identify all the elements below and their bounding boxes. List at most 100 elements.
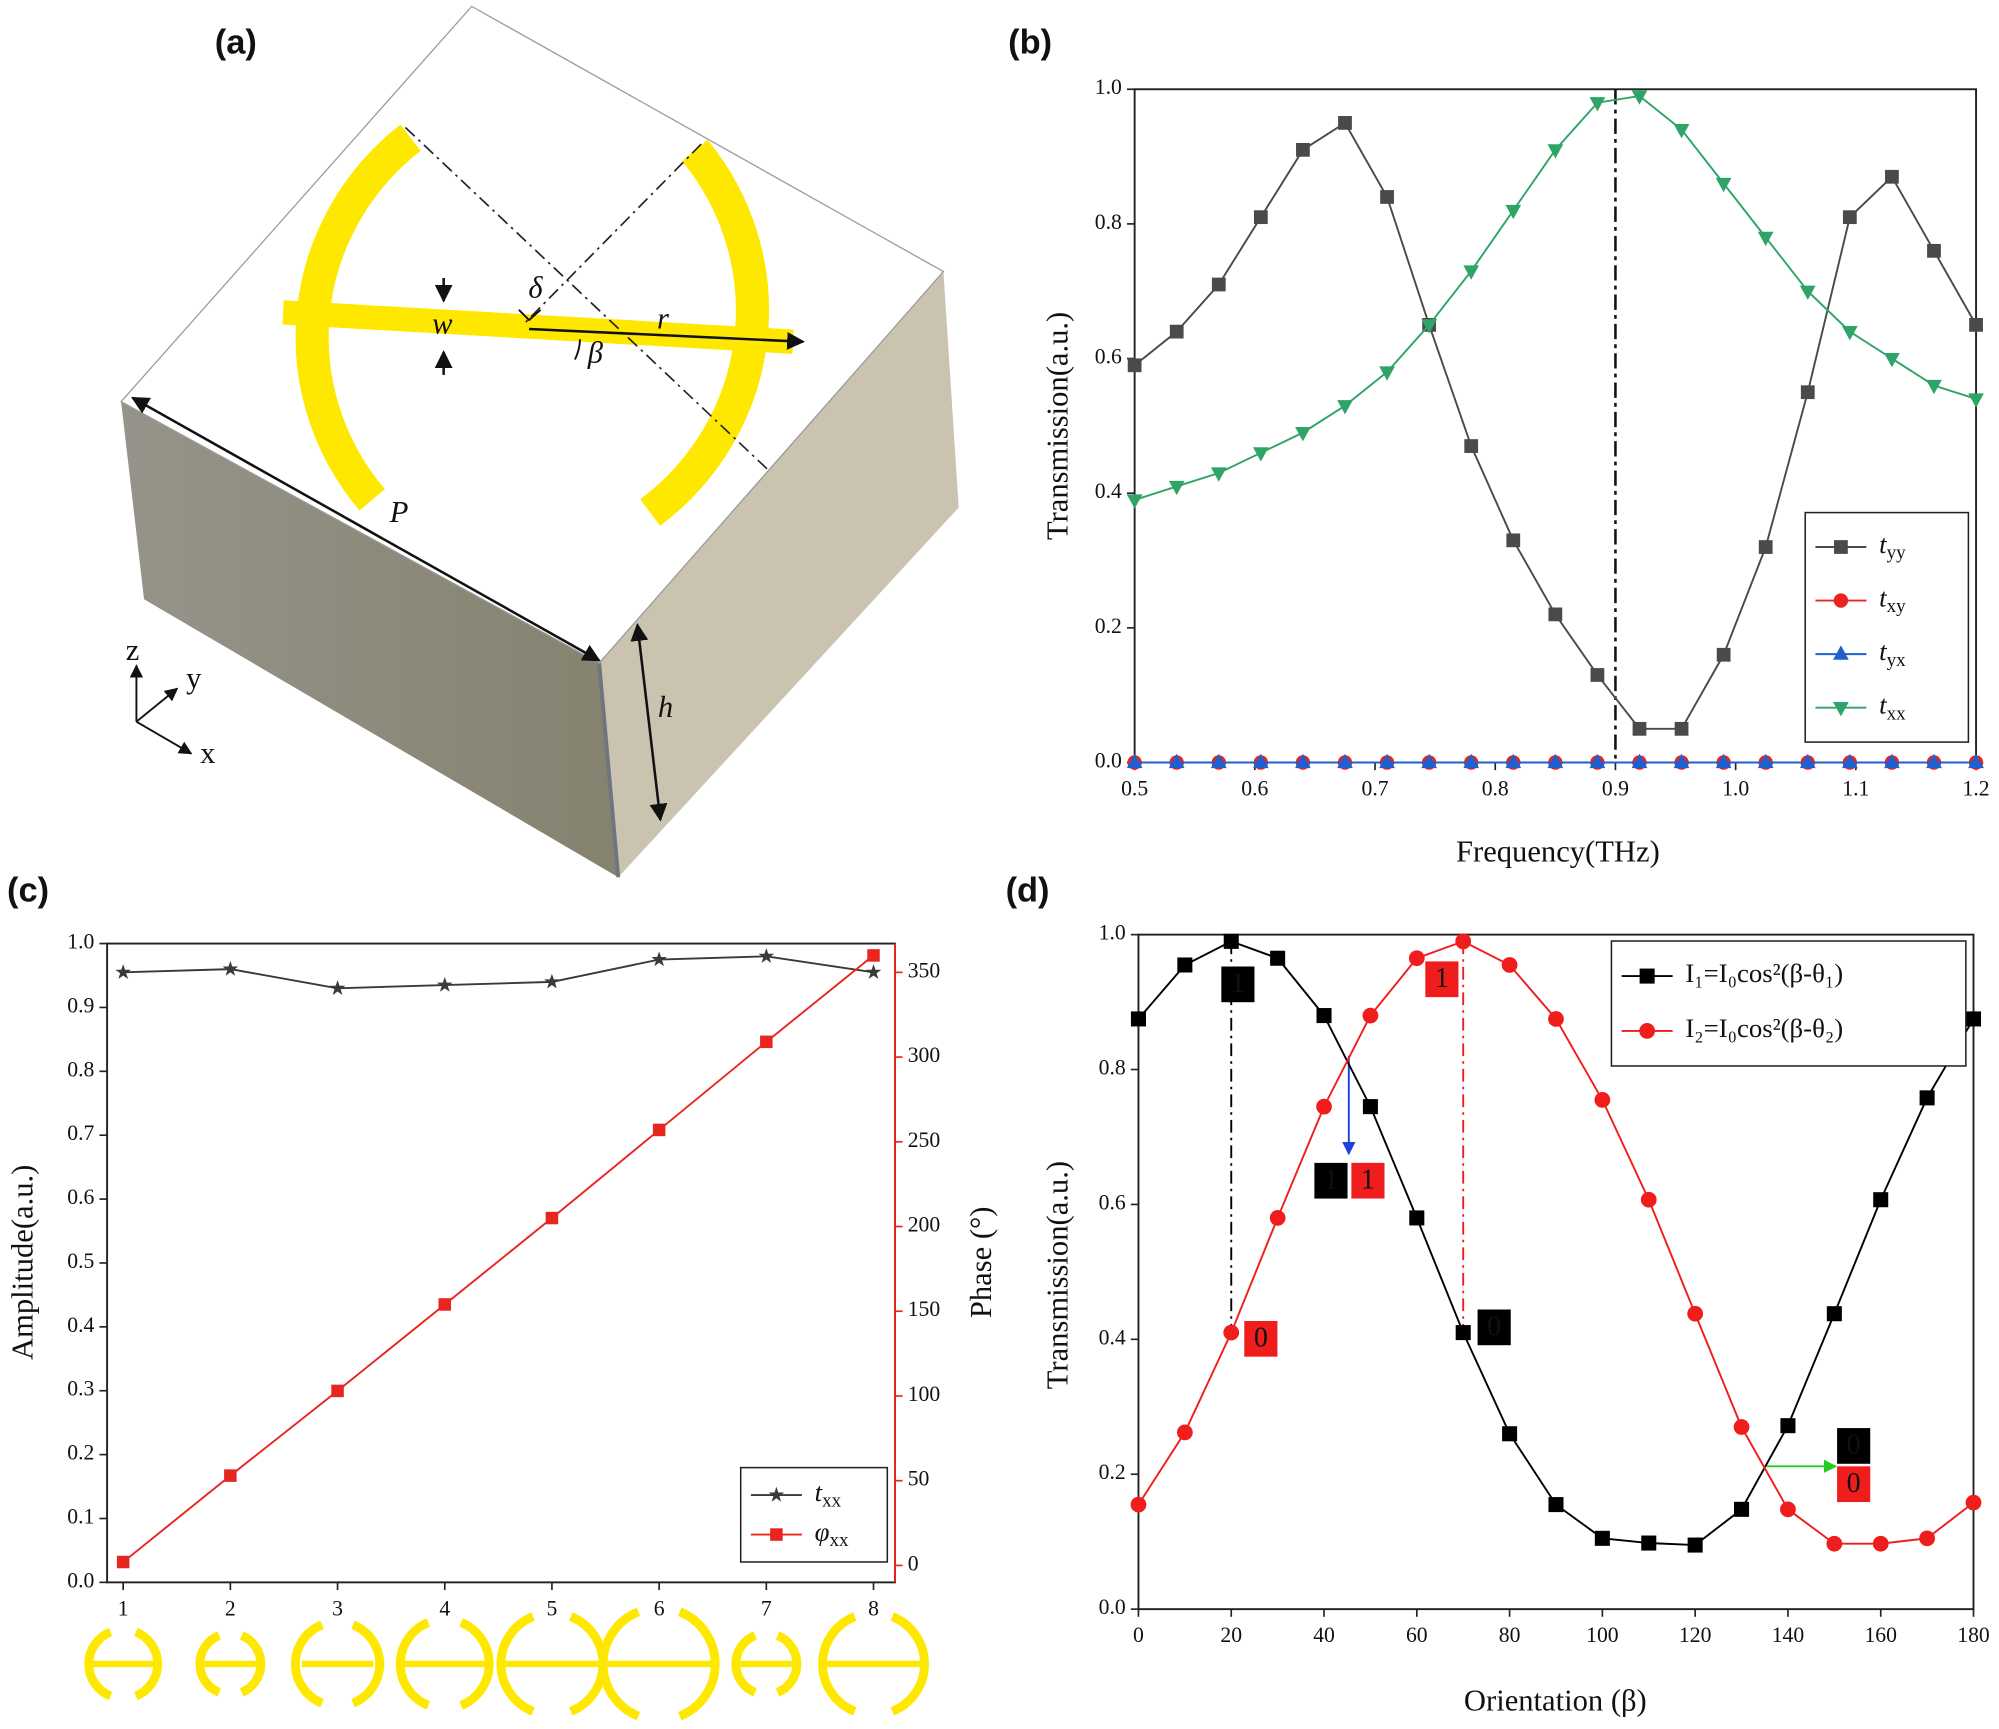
marker bbox=[1926, 379, 1942, 395]
marker bbox=[1594, 1530, 1610, 1546]
annotation-label: 0 bbox=[1254, 1323, 1268, 1354]
panel-label: (b) bbox=[1008, 24, 1052, 62]
marker bbox=[865, 964, 882, 979]
icon-arc bbox=[395, 1618, 431, 1710]
y2-tick-label: 100 bbox=[908, 1382, 940, 1406]
cube-edge bbox=[597, 662, 621, 878]
marker bbox=[224, 1469, 237, 1482]
r-arrow bbox=[529, 327, 805, 350]
marker bbox=[1547, 144, 1564, 159]
marker bbox=[1799, 753, 1816, 769]
marker bbox=[1421, 319, 1438, 334]
marker bbox=[1252, 447, 1269, 462]
series-line bbox=[123, 955, 874, 990]
y-tick-label: 0.8 bbox=[1099, 1055, 1126, 1079]
marker bbox=[1168, 480, 1185, 496]
marker bbox=[1833, 702, 1849, 717]
marker bbox=[1421, 753, 1438, 769]
beta-angle bbox=[574, 339, 582, 360]
marker bbox=[1674, 721, 1689, 736]
marker bbox=[1338, 116, 1352, 130]
unit-cell-diagram: (a) δ w r β P h z y x bbox=[120, 5, 959, 878]
marker bbox=[1362, 1099, 1378, 1115]
marker bbox=[1641, 1535, 1657, 1551]
marker bbox=[1884, 753, 1900, 769]
marker bbox=[1211, 277, 1226, 292]
marker bbox=[1841, 753, 1858, 769]
x-tick-label: 120 bbox=[1679, 1623, 1711, 1647]
marker bbox=[1757, 753, 1774, 769]
annotation-label: 0 bbox=[1847, 1468, 1861, 1499]
annotation-box bbox=[1837, 1428, 1871, 1464]
series-line bbox=[122, 954, 875, 1563]
annotation-label: 1 bbox=[1435, 963, 1449, 994]
guide-line bbox=[404, 126, 769, 470]
panel-label: (c) bbox=[7, 872, 49, 910]
marker bbox=[1130, 1496, 1147, 1513]
icon-arc bbox=[84, 1627, 113, 1701]
marker bbox=[1965, 1494, 1982, 1511]
x-tick-label: 180 bbox=[1957, 1623, 1989, 1647]
marker bbox=[1253, 210, 1268, 225]
marker bbox=[1296, 142, 1310, 157]
annotation-label: 0 bbox=[1847, 1430, 1861, 1461]
marker bbox=[1548, 1011, 1564, 1027]
x-tick-label: 140 bbox=[1772, 1623, 1804, 1647]
marker bbox=[1841, 326, 1858, 341]
marker bbox=[1506, 533, 1521, 548]
x-tick-label: 1.1 bbox=[1842, 777, 1869, 801]
marker bbox=[1733, 1419, 1750, 1435]
icon-arc bbox=[291, 1620, 324, 1708]
annotation-label: 1 bbox=[1231, 968, 1245, 999]
plot-frame bbox=[1137, 933, 1975, 1611]
annotation-box bbox=[1425, 961, 1459, 998]
marker bbox=[1464, 439, 1479, 453]
marker bbox=[1799, 285, 1816, 300]
marker bbox=[1968, 753, 1984, 769]
marker bbox=[1757, 231, 1774, 247]
marker bbox=[1673, 753, 1690, 769]
x-tick-label: 160 bbox=[1864, 1623, 1896, 1647]
legend-box bbox=[1610, 940, 1967, 1067]
annotation-box bbox=[1351, 1162, 1385, 1199]
marker bbox=[329, 980, 346, 995]
panel-label: (d) bbox=[1006, 872, 1050, 910]
marker bbox=[1927, 243, 1941, 258]
legend-label: I₁=I₀cos²(β-θ₁) bbox=[1685, 958, 1843, 988]
x-tick-label: 80 bbox=[1499, 1623, 1521, 1647]
marker bbox=[1885, 169, 1899, 184]
marker bbox=[1270, 950, 1286, 966]
marker bbox=[1127, 358, 1142, 373]
x-tick-label: 0.9 bbox=[1602, 777, 1629, 801]
marker bbox=[1505, 753, 1522, 769]
marker bbox=[1834, 540, 1848, 554]
marker bbox=[1594, 1092, 1611, 1108]
marker bbox=[1252, 753, 1269, 769]
marker bbox=[1590, 668, 1605, 682]
y-tick-label: 0.8 bbox=[67, 1057, 94, 1081]
marker bbox=[116, 1555, 130, 1569]
x-tick-label: 0.7 bbox=[1362, 777, 1389, 801]
x-tick-label: 3 bbox=[332, 1596, 343, 1620]
marker bbox=[1833, 645, 1849, 660]
marker bbox=[1295, 753, 1311, 769]
marker bbox=[1842, 210, 1857, 225]
y-tick-label: 0.2 bbox=[67, 1441, 94, 1465]
marker bbox=[1639, 968, 1655, 984]
marker bbox=[1926, 753, 1942, 769]
marker bbox=[1631, 90, 1648, 105]
marker bbox=[1800, 385, 1815, 400]
marker bbox=[1502, 1426, 1518, 1442]
x-tick-label: 6 bbox=[654, 1596, 665, 1620]
h-arrow bbox=[630, 623, 668, 822]
y-tick-label: 1.0 bbox=[1099, 921, 1126, 945]
marker bbox=[1631, 753, 1648, 769]
y-tick-label: 0.7 bbox=[67, 1121, 94, 1145]
marker bbox=[1673, 124, 1690, 139]
x-tick-label: 100 bbox=[1586, 1623, 1618, 1647]
marker bbox=[1734, 1501, 1750, 1517]
y-tick-label: 0.4 bbox=[1095, 479, 1122, 503]
x-tick-label: 0 bbox=[1133, 1623, 1144, 1647]
marker bbox=[1130, 1011, 1146, 1027]
marker bbox=[760, 1035, 773, 1049]
